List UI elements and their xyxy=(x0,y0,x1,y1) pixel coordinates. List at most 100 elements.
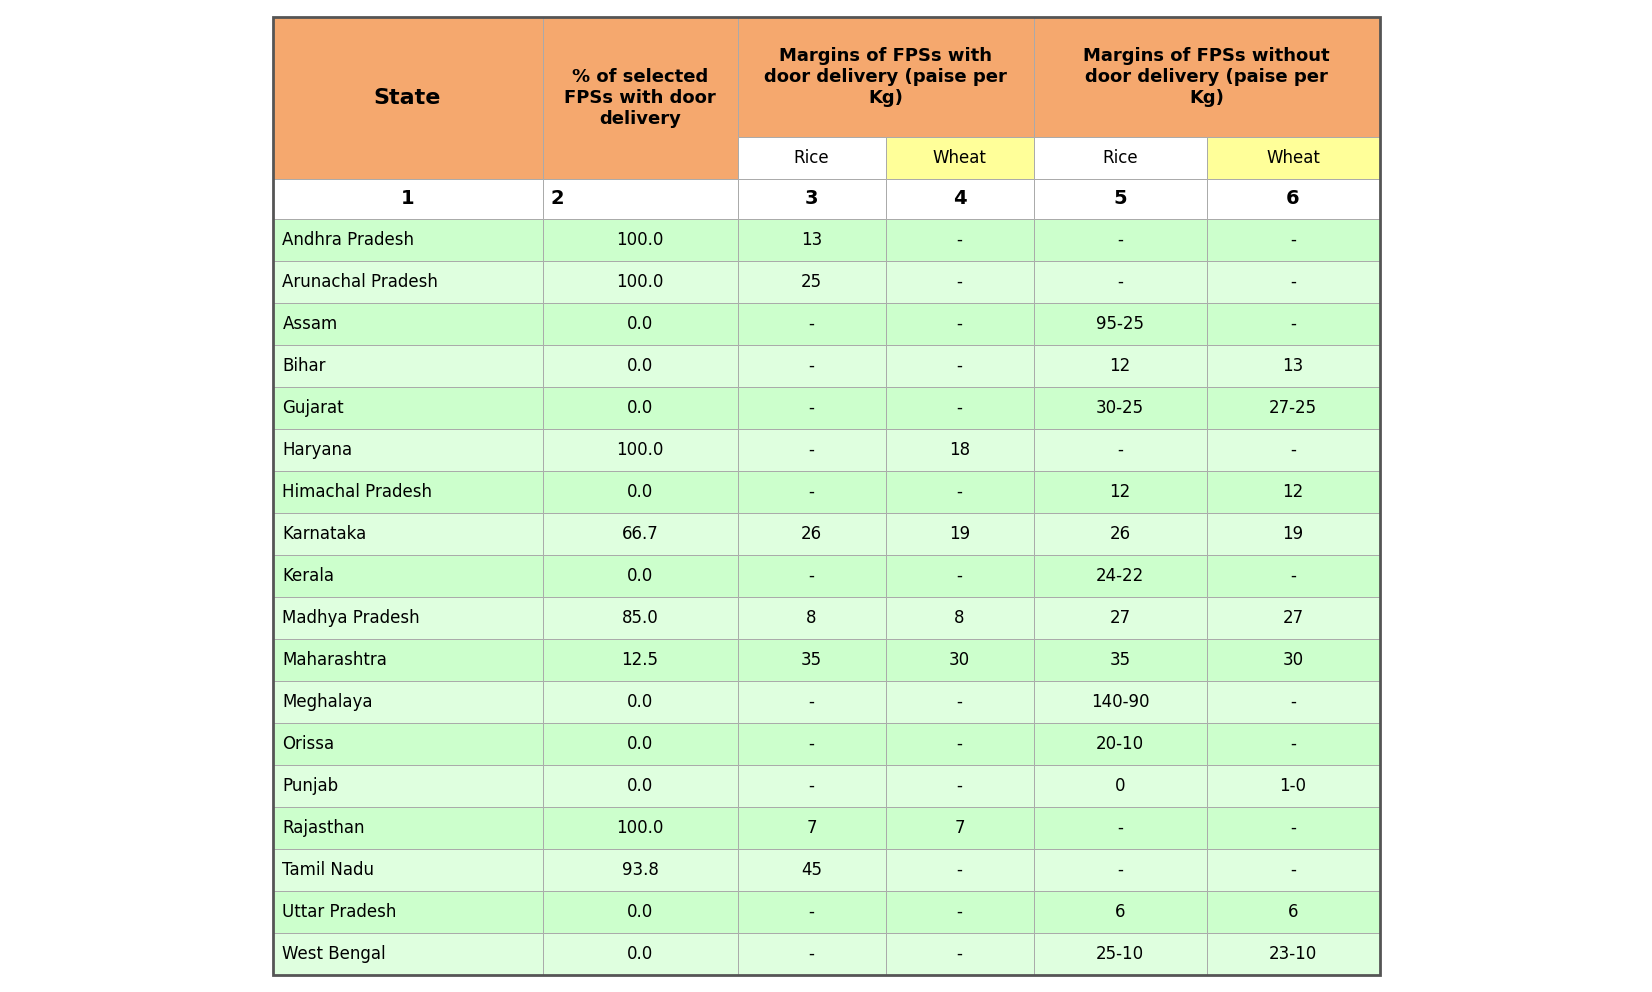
Bar xyxy=(737,723,885,765)
Text: -: - xyxy=(1290,819,1295,837)
Text: 7: 7 xyxy=(955,819,965,837)
Text: Margins of FPSs with
door delivery (paise per
Kg): Margins of FPSs with door delivery (pais… xyxy=(765,48,1008,107)
Bar xyxy=(273,597,542,639)
Bar xyxy=(885,219,1034,261)
Bar xyxy=(1034,261,1206,303)
Text: -: - xyxy=(808,777,814,795)
Bar xyxy=(1034,513,1206,555)
Bar xyxy=(1034,429,1206,471)
Bar xyxy=(885,261,1034,303)
Text: Wheat: Wheat xyxy=(933,149,986,167)
Text: -: - xyxy=(808,399,814,417)
Bar xyxy=(273,849,542,891)
Bar xyxy=(1034,303,1206,345)
Bar xyxy=(542,555,737,597)
Text: % of selected
FPSs with door
delivery: % of selected FPSs with door delivery xyxy=(563,68,715,128)
Text: Maharashtra: Maharashtra xyxy=(282,651,387,669)
Text: -: - xyxy=(957,483,963,501)
Text: 12: 12 xyxy=(1110,483,1130,501)
Bar xyxy=(1034,807,1206,849)
Bar xyxy=(273,17,542,179)
Bar xyxy=(273,17,1379,975)
Bar xyxy=(885,179,1034,219)
Bar xyxy=(737,345,885,387)
Bar xyxy=(737,891,885,933)
Bar xyxy=(542,513,737,555)
Bar xyxy=(1206,597,1379,639)
Bar xyxy=(737,387,885,429)
Text: 100.0: 100.0 xyxy=(616,231,664,249)
Bar xyxy=(1206,303,1379,345)
Text: 95-25: 95-25 xyxy=(1095,315,1143,333)
Text: 27: 27 xyxy=(1110,609,1130,627)
Text: 35: 35 xyxy=(801,651,823,669)
Text: 24-22: 24-22 xyxy=(1095,567,1145,585)
Text: Assam: Assam xyxy=(282,315,337,333)
Text: -: - xyxy=(1117,273,1123,291)
Bar xyxy=(737,219,885,261)
Text: 35: 35 xyxy=(1110,651,1130,669)
Bar xyxy=(1034,137,1206,179)
Text: 5: 5 xyxy=(1113,189,1127,208)
Text: 12: 12 xyxy=(1282,483,1303,501)
Text: Himachal Pradesh: Himachal Pradesh xyxy=(282,483,433,501)
Text: -: - xyxy=(957,693,963,711)
Bar xyxy=(542,723,737,765)
Text: 8: 8 xyxy=(955,609,965,627)
Text: -: - xyxy=(957,315,963,333)
Bar xyxy=(1206,219,1379,261)
Bar xyxy=(273,303,542,345)
Text: Tamil Nadu: Tamil Nadu xyxy=(282,861,375,879)
Bar xyxy=(885,891,1034,933)
Bar xyxy=(542,261,737,303)
Text: 27-25: 27-25 xyxy=(1269,399,1317,417)
Bar xyxy=(1206,849,1379,891)
Text: -: - xyxy=(808,903,814,921)
Text: Andhra Pradesh: Andhra Pradesh xyxy=(282,231,415,249)
Text: Uttar Pradesh: Uttar Pradesh xyxy=(282,903,396,921)
Bar xyxy=(1034,597,1206,639)
Text: 2: 2 xyxy=(550,189,563,208)
Bar xyxy=(737,429,885,471)
Text: 45: 45 xyxy=(801,861,823,879)
Bar xyxy=(737,261,885,303)
Bar xyxy=(273,345,542,387)
Text: -: - xyxy=(957,735,963,753)
Text: Arunachal Pradesh: Arunachal Pradesh xyxy=(282,273,438,291)
Bar xyxy=(1206,681,1379,723)
Text: 18: 18 xyxy=(948,441,970,459)
Text: -: - xyxy=(808,693,814,711)
Bar xyxy=(542,681,737,723)
Text: -: - xyxy=(1117,441,1123,459)
Bar xyxy=(737,597,885,639)
Text: 0.0: 0.0 xyxy=(626,483,653,501)
Text: -: - xyxy=(1290,315,1295,333)
Bar xyxy=(1034,345,1206,387)
Text: -: - xyxy=(808,483,814,501)
Bar xyxy=(1206,179,1379,219)
Text: 1-0: 1-0 xyxy=(1280,777,1307,795)
Text: -: - xyxy=(1290,693,1295,711)
Bar xyxy=(273,723,542,765)
Bar xyxy=(737,17,1034,137)
Text: 12: 12 xyxy=(1110,357,1130,375)
Bar xyxy=(273,513,542,555)
Bar xyxy=(1206,261,1379,303)
Bar xyxy=(1206,891,1379,933)
Bar xyxy=(542,303,737,345)
Text: -: - xyxy=(957,273,963,291)
Bar xyxy=(1034,639,1206,681)
Bar xyxy=(1034,179,1206,219)
Bar xyxy=(885,723,1034,765)
Bar xyxy=(1206,639,1379,681)
Bar xyxy=(273,219,542,261)
Bar xyxy=(542,849,737,891)
Bar xyxy=(273,639,542,681)
Bar xyxy=(273,681,542,723)
Text: West Bengal: West Bengal xyxy=(282,945,387,963)
Bar xyxy=(1034,765,1206,807)
Text: Rice: Rice xyxy=(793,149,829,167)
Bar xyxy=(273,891,542,933)
Bar xyxy=(737,807,885,849)
Bar xyxy=(1034,849,1206,891)
